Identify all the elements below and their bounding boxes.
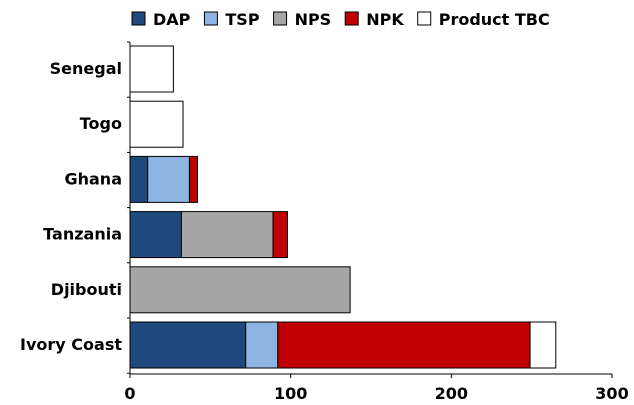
bar-ghana-npk	[188, 155, 198, 203]
bar-tanzania-dap	[129, 211, 182, 259]
y-label-senegal: Senegal	[50, 59, 122, 78]
legend-swatch-dap	[131, 11, 146, 26]
legend: DAP TSP NPS NPK Product TBC	[131, 10, 550, 29]
x-tick-label-0: 0	[124, 384, 135, 403]
y-label-ghana: Ghana	[64, 169, 122, 188]
bars	[129, 45, 557, 369]
y-label-tanzania: Tanzania	[43, 225, 122, 244]
bar-ivory-coast-npk	[277, 321, 531, 369]
legend-item-dap: DAP	[131, 10, 191, 29]
bar-togo-product-tbc	[129, 100, 184, 148]
legend-label-npk: NPK	[366, 10, 404, 29]
y-label-togo: Togo	[80, 114, 122, 133]
legend-swatch-npk	[344, 11, 359, 26]
axes	[127, 41, 613, 378]
bar-tanzania-npk	[272, 211, 288, 259]
bar-tanzania-nps	[180, 211, 274, 259]
legend-label-dap: DAP	[153, 10, 191, 29]
bar-senegal-product-tbc	[129, 45, 174, 93]
legend-item-npk: NPK	[344, 10, 404, 29]
x-axis-labels: 0 100 200 300	[124, 384, 628, 403]
bar-ivory-coast-tsp	[245, 321, 279, 369]
y-label-ivory-coast: Ivory Coast	[20, 335, 122, 354]
legend-item-tsp: TSP	[203, 10, 260, 29]
legend-label-product-tbc: Product TBC	[439, 10, 550, 29]
legend-swatch-product-tbc	[417, 11, 432, 26]
y-axis-labels: Senegal Togo Ghana Tanzania Djibouti Ivory Co…	[20, 59, 122, 354]
legend-item-product-tbc: Product TBC	[417, 10, 550, 29]
legend-swatch-tsp	[203, 11, 218, 26]
y-label-djibouti: Djibouti	[51, 280, 122, 299]
x-tick-label-300: 300	[595, 384, 628, 403]
x-tick-label-200: 200	[435, 384, 468, 403]
bar-ghana-dap	[129, 155, 149, 203]
bar-ivory-coast-product-tbc	[529, 321, 557, 369]
legend-label-nps: NPS	[295, 10, 332, 29]
legend-label-tsp: TSP	[225, 10, 259, 29]
legend-swatch-nps	[273, 11, 288, 26]
bar-ivory-coast-dap	[129, 321, 247, 369]
bar-ghana-tsp	[147, 155, 190, 203]
x-tick-label-100: 100	[274, 384, 307, 403]
legend-item-nps: NPS	[273, 10, 332, 29]
bar-djibouti-nps	[129, 266, 351, 314]
